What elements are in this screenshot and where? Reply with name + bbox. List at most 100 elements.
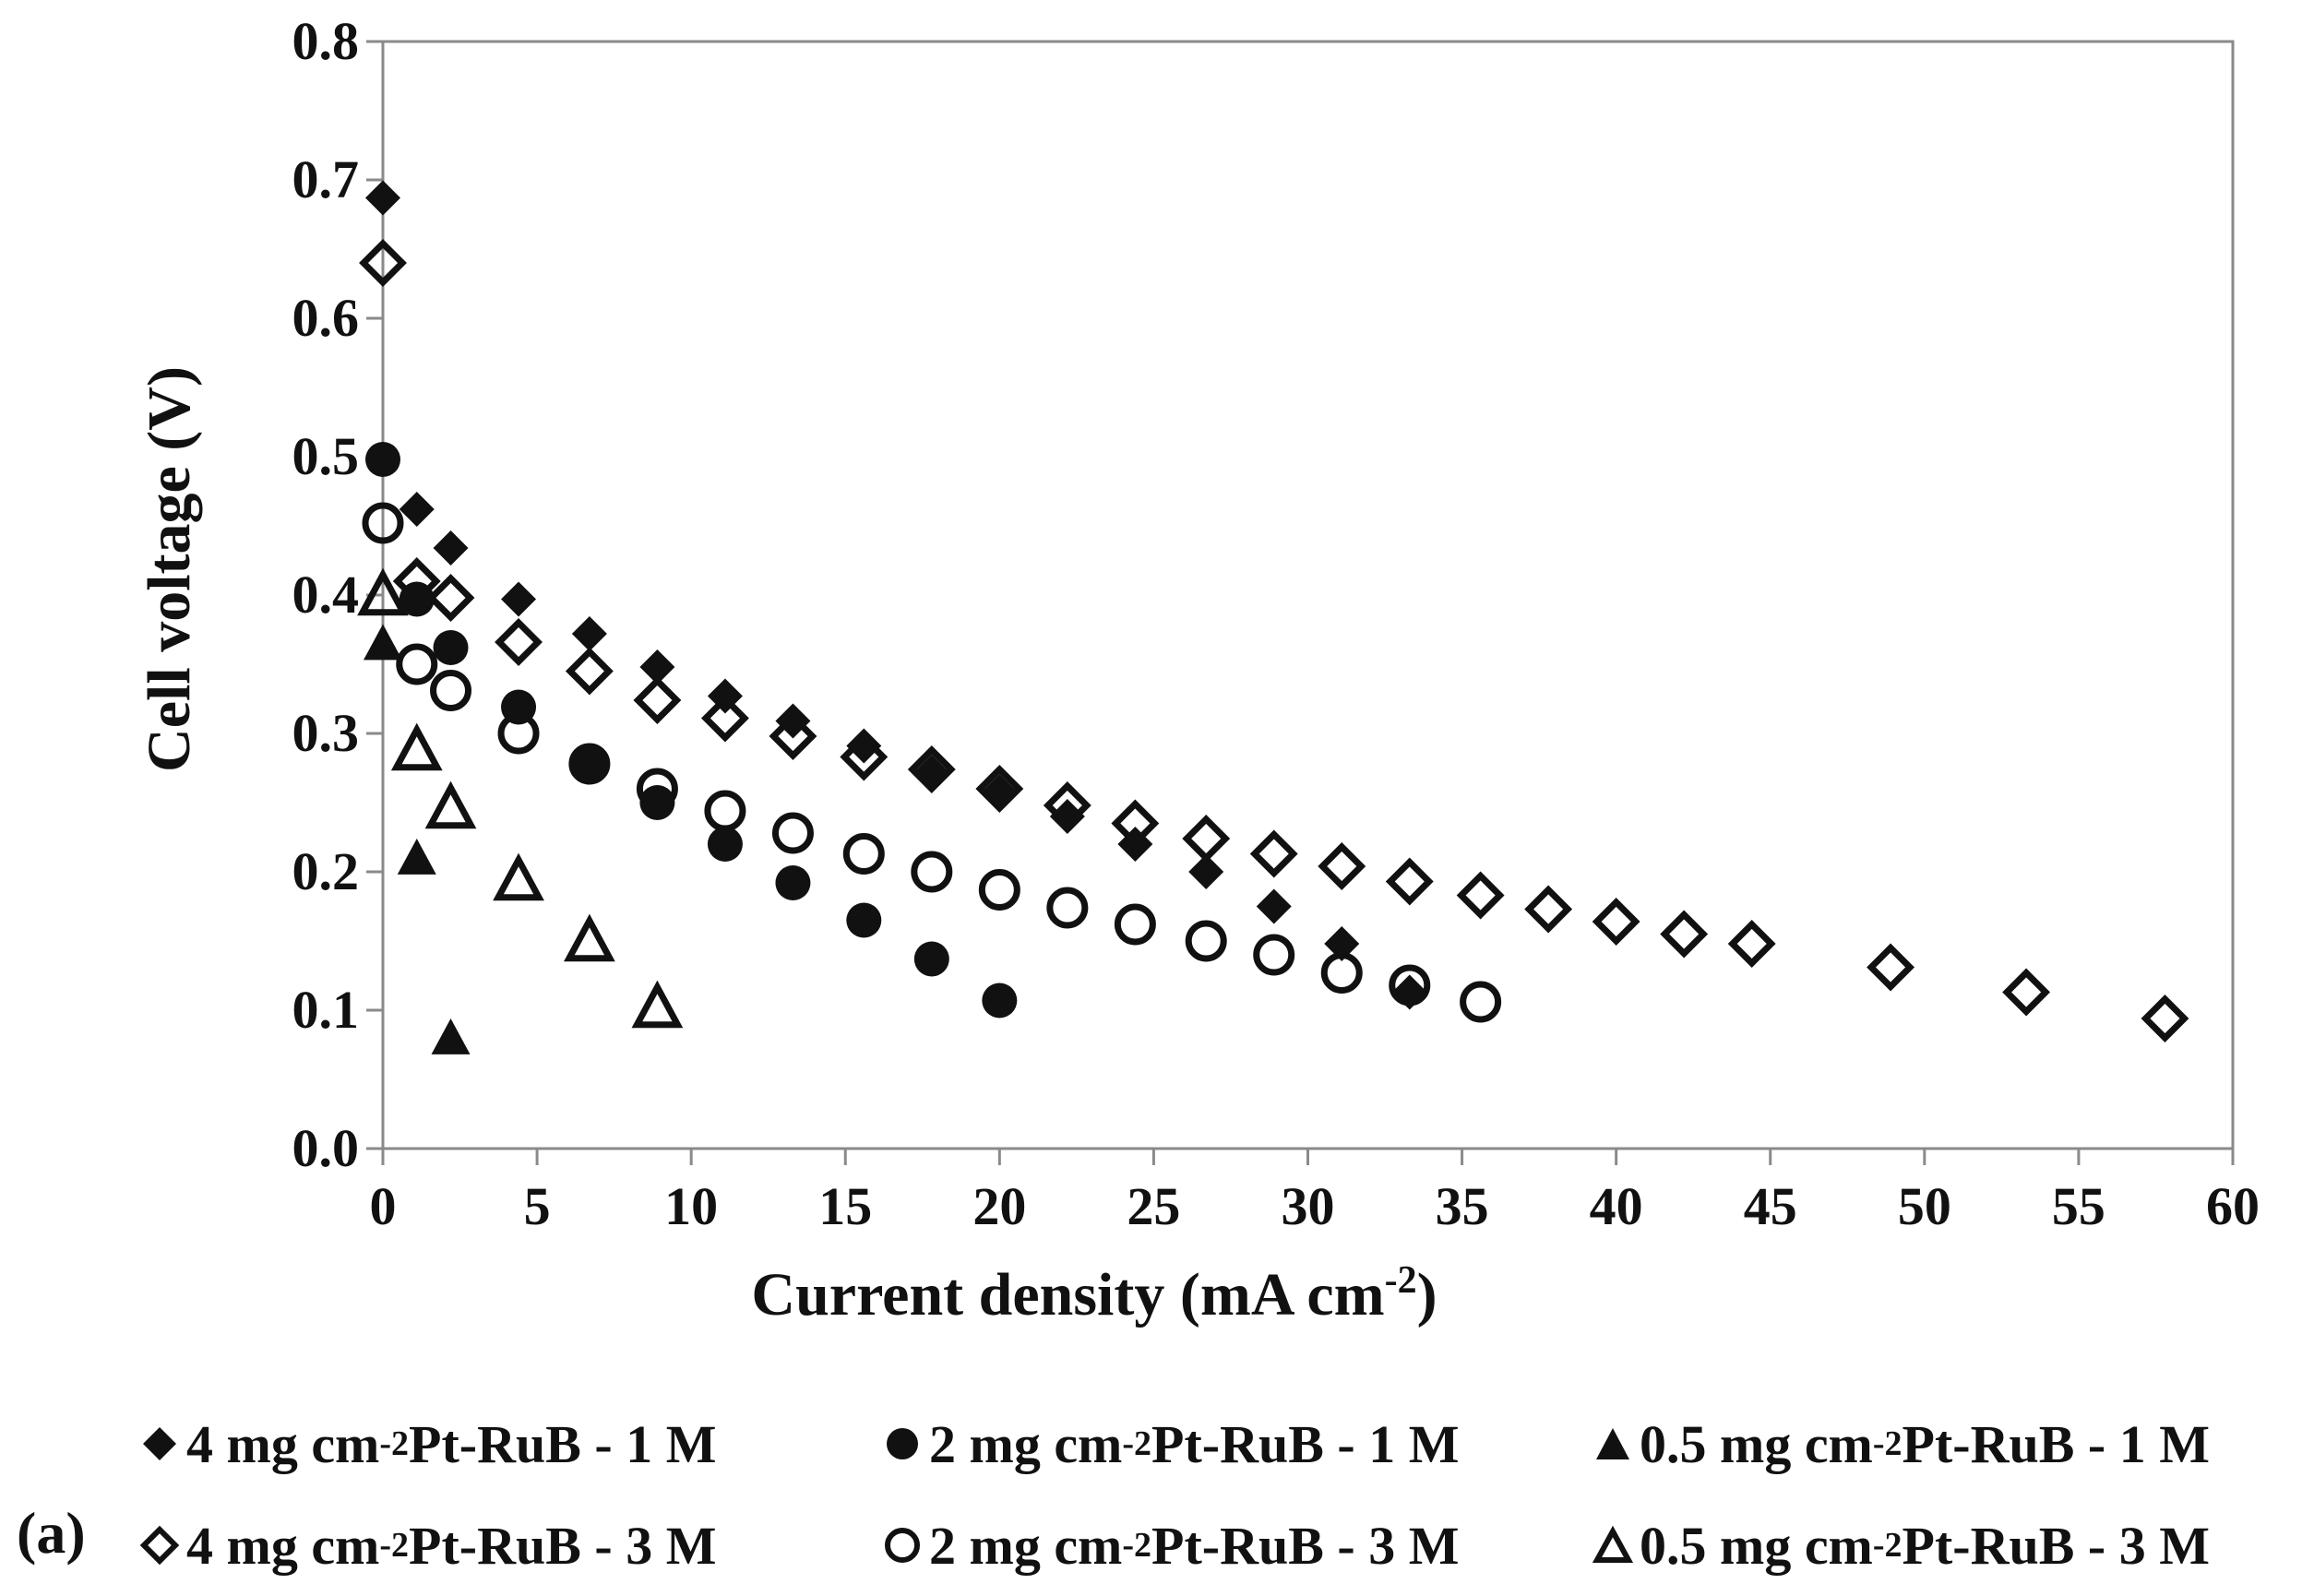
open-diamond-point — [1249, 829, 1298, 878]
legend-text-suffix: Pt-RuB - 1 M — [409, 1413, 717, 1474]
x-tick-label: 45 — [1744, 1176, 1797, 1236]
legend-text-suffix: Pt-RuB - 1 M — [1151, 1413, 1460, 1474]
filled-diamond-point — [846, 728, 882, 764]
filled-triangle-point — [364, 624, 402, 661]
legend-text-prefix: 4 mg cm — [186, 1413, 380, 1474]
open-diamond-point — [426, 574, 475, 622]
filled-diamond-point — [1049, 799, 1085, 834]
legend-row-3m: 4 mg cm -2 Pt-RuB - 3 M 2 mg cm -2 Pt-RuB … — [138, 1495, 2297, 1596]
legend-text-prefix: 0.5 mg cm — [1640, 1413, 1873, 1474]
legend-text-prefix: 0.5 mg cm — [1640, 1515, 1873, 1576]
open-circle-point — [362, 502, 404, 544]
legend-text-prefix: 2 mg cm — [929, 1515, 1123, 1576]
open-diamond-point — [1318, 842, 1366, 890]
filled-diamond-point — [913, 755, 949, 790]
legend-item-4mg-1m: 4 mg cm -2 Pt-RuB - 1 M — [138, 1413, 881, 1475]
open-circle-point — [430, 670, 472, 711]
x-tick-label: 60 — [2206, 1176, 2260, 1236]
legend-item-2mg-3m: 2 mg cm -2 Pt-RuB - 3 M — [881, 1515, 1592, 1577]
open-diamond-point — [1660, 910, 1709, 959]
open-diamond-point — [700, 694, 749, 743]
x-tick-label: 35 — [1436, 1176, 1489, 1236]
open-diamond-point — [1182, 815, 1231, 863]
x-tick-label: 40 — [1590, 1176, 1643, 1236]
open-diamond-point — [2141, 995, 2189, 1042]
legend: 4 mg cm -2 Pt-RuB - 1 M 2 mg cm -2 Pt-RuB … — [138, 1393, 2297, 1596]
legend-text-sup: -2 — [379, 1526, 410, 1565]
filled-diamond-point — [1117, 827, 1153, 862]
filled-circle-point — [399, 581, 435, 617]
legend-item-2mg-1m: 2 mg cm -2 Pt-RuB - 1 M — [881, 1413, 1592, 1475]
y-axis-title: Cell voltage (V) — [136, 366, 203, 772]
y-tick-label: 0.7 — [292, 149, 360, 209]
open-circle-point — [911, 851, 953, 893]
filled-diamond-point — [501, 581, 537, 617]
filled-circle-point — [982, 983, 1018, 1018]
legend-text-suffix: Pt-RuB - 3 M — [409, 1515, 717, 1576]
filled-diamond-point — [571, 616, 607, 651]
open-circle-icon — [885, 1528, 920, 1563]
filled-diamond-point — [1324, 926, 1360, 961]
filled-diamond-point — [707, 678, 743, 714]
open-circle-point — [1046, 887, 1089, 929]
filled-diamond-point — [399, 492, 435, 527]
open-diamond-point — [359, 239, 407, 287]
open-triangle-point — [493, 852, 544, 901]
x-tick-label: 10 — [664, 1176, 718, 1236]
open-diamond-point — [495, 618, 543, 666]
legend-text-sup: -2 — [1122, 1424, 1152, 1463]
legend-text-suffix: Pt-RuB - 3 M — [1151, 1515, 1460, 1576]
filled-circle-point — [571, 744, 607, 779]
open-circle-point — [1460, 981, 1502, 1023]
filled-circle-point — [501, 689, 537, 725]
tick-labels: 0.0 0.1 0.2 0.3 0.4 0.5 0.6 0.7 0.8 0 5 10 15 20 25 30 3… — [292, 11, 2260, 1236]
filled-diamond-icon — [143, 1427, 176, 1460]
legend-text-sup: -2 — [379, 1424, 410, 1463]
legend-text-sup: -2 — [1872, 1526, 1902, 1565]
open-circle-point — [771, 812, 814, 854]
x-tick-label: 15 — [818, 1176, 872, 1236]
legend-text-sup: -2 — [1872, 1424, 1902, 1463]
filled-diamond-point — [433, 530, 469, 566]
open-triangle-point — [564, 913, 615, 962]
filled-triangle-icon — [1596, 1428, 1629, 1459]
x-tick-label: 0 — [370, 1176, 397, 1236]
panel-label: (a) — [17, 1500, 86, 1566]
legend-item-05mg-3m: 0.5 mg cm -2 Pt-RuB - 3 M — [1592, 1515, 2297, 1577]
filled-diamond-point — [775, 703, 811, 739]
open-diamond-point — [1385, 857, 1434, 906]
legend-row-1m: 4 mg cm -2 Pt-RuB - 1 M 2 mg cm -2 Pt-RuB … — [138, 1393, 2297, 1495]
filled-circle-point — [433, 630, 469, 665]
data-points — [357, 180, 2189, 1054]
x-axis-title-end: ) — [1417, 1261, 1437, 1328]
filled-triangle-point — [397, 839, 436, 875]
legend-text-sup: -2 — [1122, 1526, 1152, 1565]
legend-item-05mg-1m: 0.5 mg cm -2 Pt-RuB - 1 M — [1592, 1413, 2297, 1475]
y-tick-label: 0.5 — [292, 426, 360, 486]
open-circle-point — [1114, 903, 1156, 946]
y-tick-label: 0.6 — [292, 288, 360, 348]
open-circle-point — [704, 790, 746, 832]
legend-text-prefix: 4 mg cm — [186, 1515, 380, 1576]
legend-text-suffix: Pt-RuB - 3 M — [1902, 1515, 2210, 1576]
open-circle-point — [1185, 920, 1227, 962]
legend-item-4mg-3m: 4 mg cm -2 Pt-RuB - 3 M — [138, 1515, 881, 1577]
x-axis-title: Current density (mA cm-2) — [751, 1259, 1437, 1328]
x-tick-label: 25 — [1127, 1176, 1180, 1236]
open-triangle-icon — [1592, 1525, 1634, 1563]
x-axis-title-sup: -2 — [1385, 1259, 1417, 1302]
filled-diamond-point — [982, 774, 1018, 809]
plot-frame — [381, 40, 2235, 1150]
filled-circle-point — [707, 827, 743, 862]
filled-circle-point — [365, 442, 400, 477]
y-tick-label: 0.2 — [292, 841, 360, 901]
x-tick-label: 20 — [972, 1176, 1026, 1236]
y-tick-label: 0.3 — [292, 703, 360, 763]
open-diamond-icon — [139, 1525, 180, 1566]
open-triangle-point — [357, 567, 409, 616]
filled-diamond-point — [1256, 888, 1292, 924]
filled-diamond-point — [365, 180, 400, 216]
filled-circle-point — [639, 785, 675, 820]
x-tick-label: 50 — [1898, 1176, 1951, 1236]
open-diamond-point — [633, 676, 682, 724]
